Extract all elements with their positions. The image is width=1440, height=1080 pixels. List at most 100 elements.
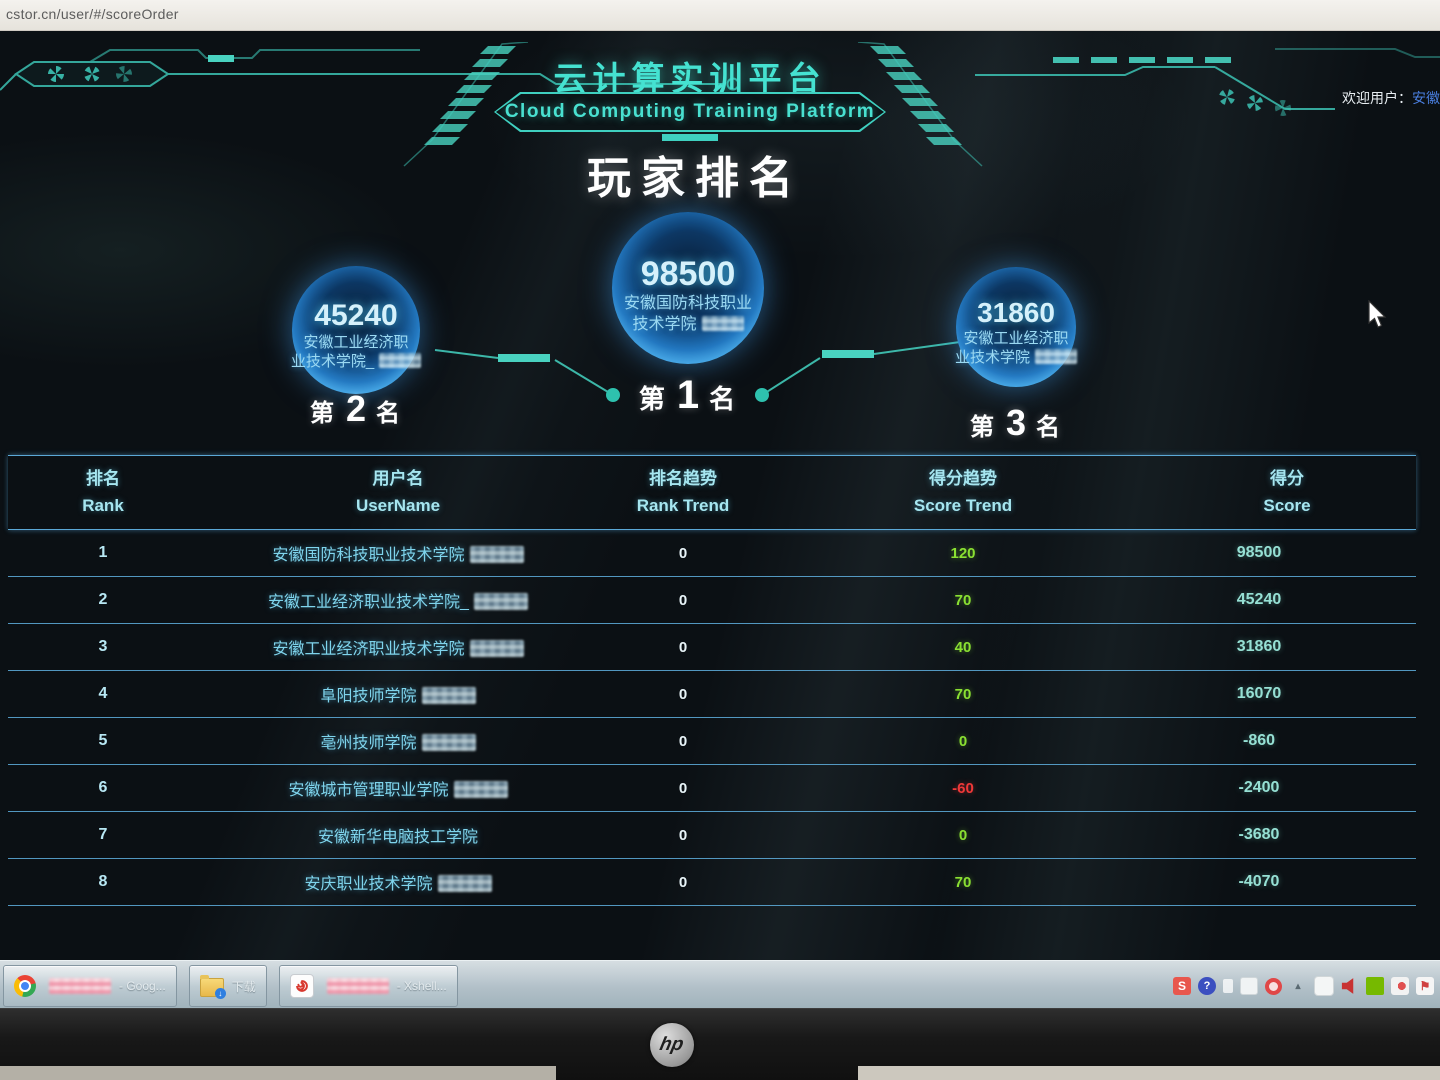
censored-patch: [1035, 349, 1078, 364]
username-cell: 安徽工业经济职业技术学院_: [198, 588, 598, 612]
score-trend-cell: 0: [958, 826, 968, 844]
rank-trend-cell: 0: [678, 638, 688, 656]
username-cell: 安徽新华电脑技工学院: [317, 829, 478, 846]
censored-patch: [421, 687, 476, 704]
banner-bar-decoration: [662, 134, 718, 141]
circuit-decoration-left: [0, 49, 740, 91]
col-username: 用户名 UserName: [355, 469, 441, 515]
censored-patch: [469, 640, 524, 657]
welcome-label: 欢迎用户：: [1342, 90, 1412, 106]
rank-cell: 5: [98, 732, 108, 749]
score-cell: 45240: [1236, 591, 1282, 608]
tray-white-icon[interactable]: [1223, 979, 1233, 993]
rank-cell: 3: [98, 638, 108, 655]
rank-trend-cell: 0: [678, 685, 688, 703]
col-score-trend: 得分趋势 Score Trend: [913, 469, 1013, 515]
censored-patch: [49, 978, 111, 994]
circuit-decoration-right: [975, 48, 1440, 116]
table-row: 7 安徽新华电脑技工学院 0 0 -3680: [8, 812, 1416, 859]
platform-title-banner: Cloud Computing Training Platform: [494, 92, 886, 132]
page-title: 玩家排名: [587, 154, 803, 203]
score-trend-cell: -60: [952, 779, 974, 797]
table-row: 2 安徽工业经济职业技术学院_ 0 70 45240: [8, 577, 1416, 624]
record-ring-icon[interactable]: [1265, 977, 1282, 995]
score-cell: -4070: [1238, 873, 1280, 890]
download-folder-icon: [199, 974, 226, 999]
mouse-cursor: [1368, 300, 1387, 328]
welcome-username-link[interactable]: 安徽: [1412, 90, 1440, 106]
rank-cell: 2: [98, 591, 108, 608]
page-url[interactable]: cstor.cn/user/#/scoreOrder: [6, 6, 179, 22]
ranking-table: 排名 Rank 用户名 UserName 排名趋势 Rank Trend 得分趋势 Sc…: [8, 455, 1416, 906]
desk-surface: [0, 1066, 556, 1080]
score-trend-cell: 70: [954, 873, 972, 891]
username-cell: 阜阳技师学院: [198, 682, 598, 706]
rank-trend-cell: 0: [678, 591, 688, 609]
system-tray: S? ▴ ⚑: [1173, 976, 1434, 996]
first-place-name: 安徽国防科技职业 技术学院: [623, 294, 752, 333]
taskbar-buttons: - Goog... 下载 - Xshell...: [3, 965, 458, 1007]
flag-icon[interactable]: ⚑: [1416, 977, 1434, 995]
help-icon[interactable]: ?: [1198, 977, 1216, 995]
pinwheel-icon: [48, 66, 132, 82]
ime-icon[interactable]: [1240, 977, 1258, 995]
score-cell: -3680: [1238, 826, 1280, 843]
username-cell: 安庆职业技术学院: [198, 870, 598, 894]
hidden-icons-chevron[interactable]: ▴: [1295, 980, 1301, 992]
tray-app-icon[interactable]: [1314, 976, 1334, 996]
score-trend-cell: 0: [958, 732, 968, 750]
censored-patch: [421, 734, 476, 751]
col-rank-trend: 排名趋势 Rank Trend: [636, 469, 730, 515]
censored-patch: [701, 315, 744, 331]
chrome-icon: [14, 975, 36, 997]
banner-ladder-right: [857, 42, 983, 167]
welcome-user: 欢迎用户：安徽: [1342, 88, 1440, 108]
table-header-row: 排名 Rank 用户名 UserName 排名趋势 Rank Trend 得分趋势 Sc…: [8, 455, 1416, 530]
censored-patch: [379, 353, 422, 368]
podium-connector-lines: [434, 341, 961, 402]
table-row: 4 阜阳技师学院 0 70 16070: [8, 671, 1416, 718]
score-trend-cell: 70: [954, 685, 972, 703]
podium-third-bubble: 31860 安徽工业经济职 业技术学院: [955, 267, 1078, 387]
browser-url-bar[interactable]: cstor.cn/user/#/scoreOrder: [0, 0, 1440, 31]
chrome-task-button[interactable]: - Goog...: [3, 965, 177, 1007]
xshell-icon: [289, 974, 314, 998]
second-place-score: 45240: [314, 298, 398, 332]
censored-patch: [326, 978, 389, 994]
rank-trend-cell: 0: [678, 732, 688, 750]
xshell-task-button[interactable]: - Xshell...: [278, 965, 458, 1007]
score-trend-cell: 40: [954, 638, 972, 656]
volume-icon[interactable]: [1341, 978, 1354, 994]
rank-trend-cell: 0: [678, 826, 688, 844]
table-row: 5 亳州技师学院 0 0 -860: [8, 718, 1416, 765]
rank-trend-cell: 0: [678, 873, 688, 891]
sogou-icon[interactable]: S: [1173, 977, 1191, 995]
nvidia-icon[interactable]: [1366, 977, 1384, 995]
tray-tool-icon[interactable]: [1391, 977, 1409, 995]
rank-trend-cell: 0: [678, 544, 688, 562]
score-trend-cell: 120: [950, 544, 976, 562]
hp-logo: hp: [650, 1023, 694, 1067]
col-rank: 排名 Rank: [82, 469, 124, 515]
rank-cell: 4: [98, 685, 108, 702]
col-score: 得分 Score: [1263, 469, 1311, 515]
username-cell: 亳州技师学院: [198, 729, 598, 753]
podium-second-bubble: 45240 安徽工业经济职 业技术学院_: [291, 266, 422, 394]
pinwheel-icon: [1219, 89, 1291, 116]
table-row: 8 安庆职业技术学院 0 70 -4070: [8, 859, 1416, 906]
desk-surface: [858, 1066, 1440, 1080]
rank-cell: 8: [98, 873, 108, 890]
platform-title-en: Cloud Computing Training Platform: [504, 101, 876, 122]
leaderboard-page: 云计算实训平台 Cloud Computing Training Platfor…: [0, 30, 1440, 960]
score-trend-cell: 70: [954, 591, 972, 609]
censored-patch: [473, 593, 528, 610]
second-place-name: 安徽工业经济职 业技术学院_: [291, 333, 422, 372]
windows-taskbar: - Goog... 下载 - Xshell... S? ▴ ⚑: [0, 960, 1440, 1009]
banner-ladder-left: [403, 42, 529, 167]
downloads-task-button[interactable]: 下载: [188, 965, 267, 1007]
table-body: 1 安徽国防科技职业技术学院 0 120 98500 2 安徽工业经济职业技术学…: [8, 530, 1416, 906]
rank-cell: 6: [98, 779, 108, 796]
